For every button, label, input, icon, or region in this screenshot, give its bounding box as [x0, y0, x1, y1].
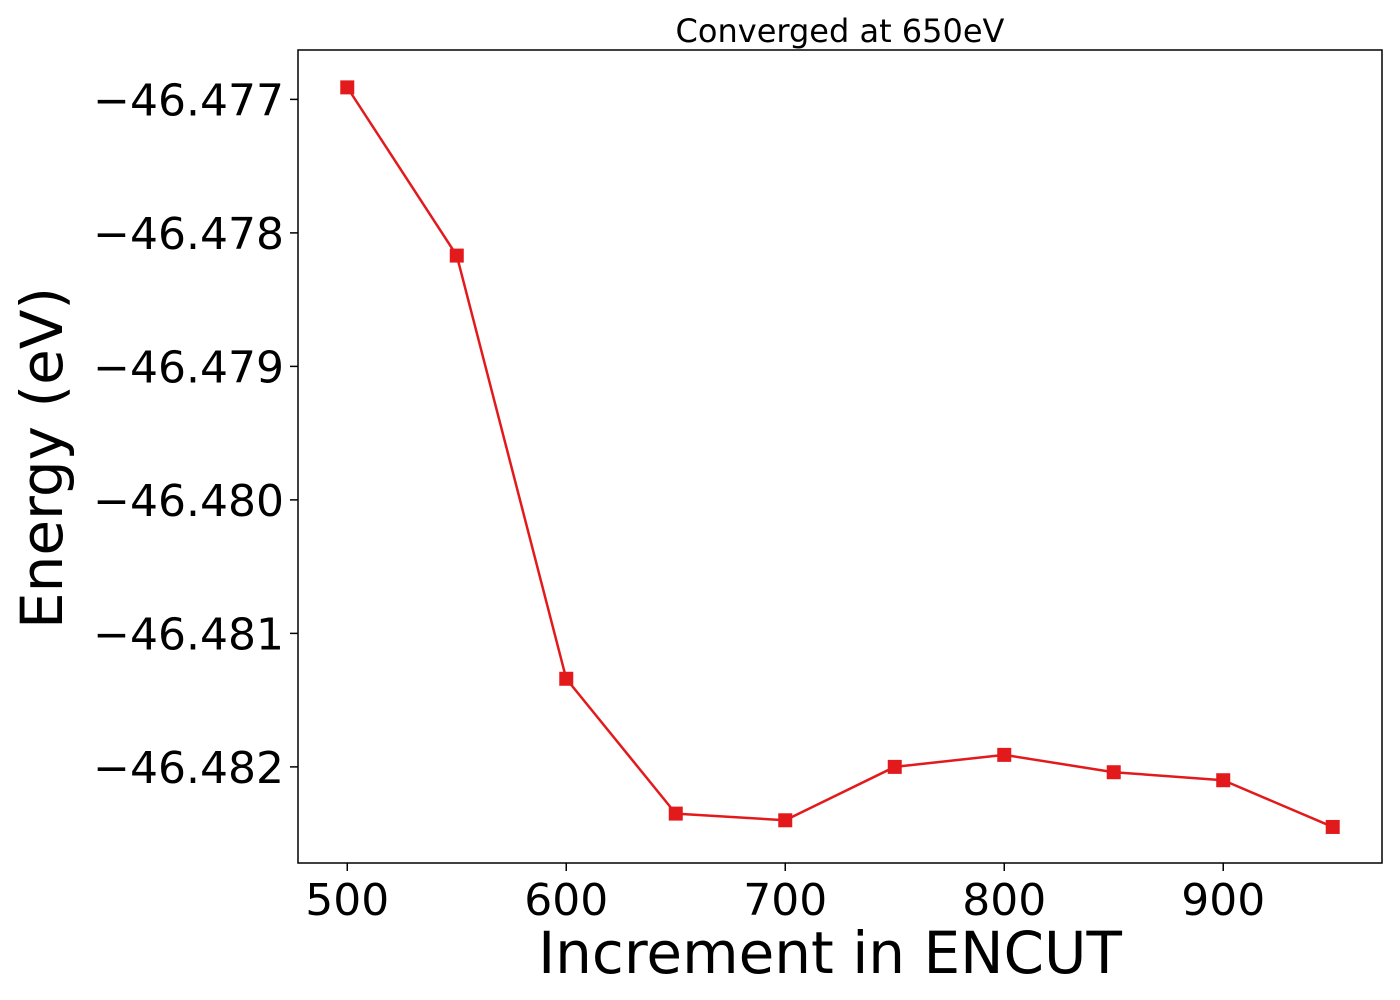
y-tick-label: −46.480	[93, 476, 284, 527]
x-tick-label: 900	[1181, 875, 1265, 926]
data-point-750	[887, 759, 902, 774]
plot-frame	[297, 49, 1383, 864]
series-line	[346, 86, 1334, 829]
y-axis: −46.477 −46.478 −46.479 −46.480 −46.481 −46.4…	[93, 75, 298, 794]
data-point-900	[1216, 773, 1231, 788]
data-point-800	[997, 747, 1012, 762]
y-tick-label: −46.477	[93, 75, 284, 126]
y-tick-label: −46.479	[93, 342, 284, 393]
y-tick-label: −46.478	[93, 209, 284, 260]
x-tick-label: 800	[962, 875, 1046, 926]
x-tick-label: 700	[743, 875, 827, 926]
data-point-500	[340, 80, 355, 95]
x-tick-label: 600	[524, 875, 608, 926]
data-point-700	[778, 813, 793, 828]
data-point-650	[668, 806, 683, 821]
plot-area	[340, 80, 1340, 834]
data-point-850	[1106, 765, 1121, 780]
data-point-550	[449, 248, 464, 263]
y-tick-label: −46.481	[93, 609, 284, 660]
y-axis-title: Energy (eV)	[8, 287, 76, 629]
x-axis-title: Increment in ENCUT	[538, 919, 1122, 987]
y-tick-label: −46.482	[93, 743, 284, 794]
x-axis: 500 600 700 800 900	[305, 863, 1265, 926]
chart-title: Converged at 650eV	[676, 12, 1005, 50]
x-tick-label: 500	[305, 875, 389, 926]
data-point-600	[559, 671, 574, 686]
data-point-950	[1325, 819, 1340, 834]
